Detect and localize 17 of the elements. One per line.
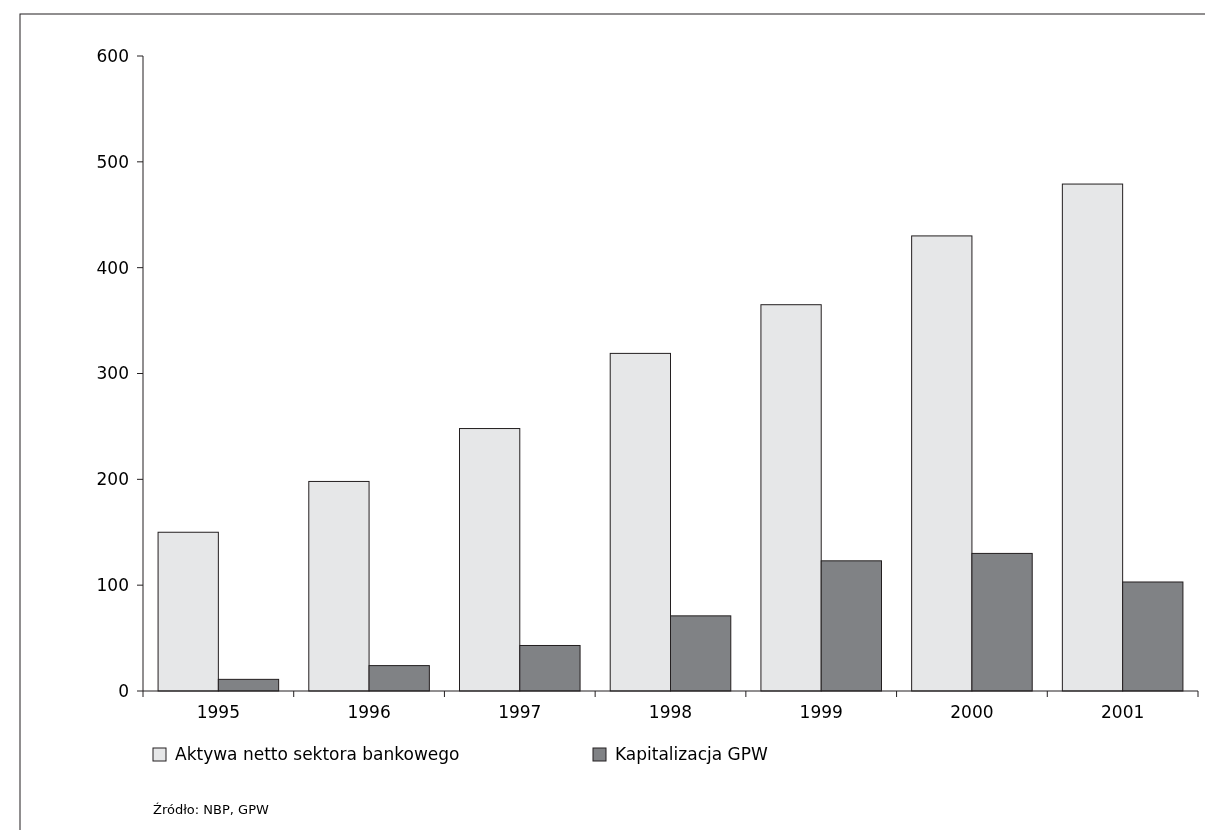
y-tick-label: 100 bbox=[96, 575, 129, 596]
y-tick-label: 400 bbox=[96, 257, 129, 278]
x-tick-label: 1998 bbox=[648, 702, 693, 722]
x-tick-label: 2001 bbox=[1101, 702, 1145, 722]
y-tick-label: 200 bbox=[96, 469, 129, 490]
y-tick-label: 0 bbox=[118, 680, 129, 701]
legend-label: Aktywa netto sektora bankowego bbox=[175, 744, 460, 764]
x-tick-label: 2000 bbox=[950, 702, 994, 722]
x-tick-label: 1999 bbox=[799, 702, 843, 722]
y-tick-label: 600 bbox=[96, 45, 129, 66]
text: Źródło: NBP, GPW bbox=[153, 802, 269, 817]
y-tick-label: 300 bbox=[96, 363, 129, 384]
x-tick-label: 1996 bbox=[347, 702, 391, 722]
x-tick-label: 1997 bbox=[498, 702, 542, 722]
y-tick-label: 500 bbox=[96, 151, 129, 172]
legend-label: Kapitalizacja GPW bbox=[615, 744, 768, 764]
x-tick-label: 1995 bbox=[196, 702, 240, 722]
